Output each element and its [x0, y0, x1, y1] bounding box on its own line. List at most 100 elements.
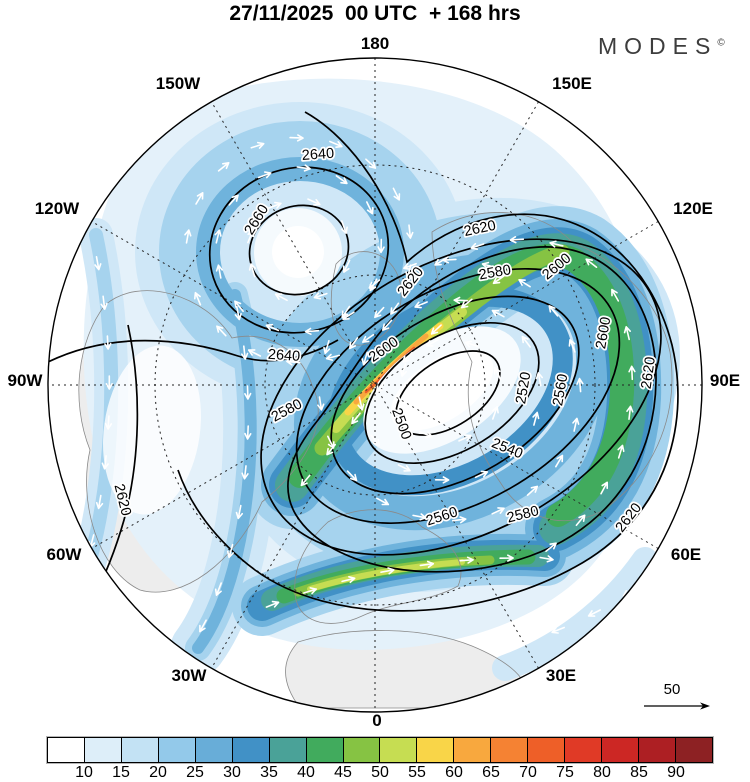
wind-arrow — [548, 305, 559, 317]
wind-arrow — [335, 175, 348, 185]
wind-arrow — [458, 434, 472, 442]
wind-arrow — [241, 345, 249, 360]
wind-arrow — [419, 560, 435, 568]
wind-scale-value: 50 — [664, 681, 681, 698]
contour-label-2640: 2640 — [301, 146, 334, 164]
longitude-label-180: 180 — [361, 34, 389, 53]
wind-arrow — [491, 406, 499, 420]
wind-scale-legend: 50 — [644, 681, 710, 710]
wind-arrow — [397, 464, 411, 472]
modes-logo: MODES© — [598, 33, 748, 60]
wind-arrow — [274, 293, 288, 302]
colorbar-cell — [565, 738, 603, 762]
wind-arrow — [412, 513, 427, 521]
wind-arrow — [257, 171, 272, 179]
wind-arrow — [194, 291, 202, 306]
wind-arrow — [234, 300, 244, 313]
colorbar-tick-60: 60 — [445, 764, 463, 781]
wind-arrow — [459, 556, 474, 564]
colorbar-cell — [675, 738, 712, 762]
wind-arrow — [474, 470, 489, 479]
longitude-label-60E: 60E — [671, 545, 701, 564]
wind-arrow — [406, 224, 414, 239]
wind-arrow — [361, 351, 369, 366]
wind-arrow — [100, 295, 108, 310]
wind-arrow — [585, 258, 598, 268]
wind-arrow — [76, 572, 84, 587]
wind-arrow — [375, 381, 386, 393]
wind-arrow — [235, 504, 243, 520]
wind-arrow — [419, 431, 433, 439]
wind-arrow — [399, 362, 407, 377]
longitude-label-60W: 60W — [47, 545, 83, 564]
wind-arrow — [491, 507, 505, 515]
colorbar-cell — [528, 738, 566, 762]
colorbar-tick-40: 40 — [297, 764, 315, 781]
colorbar-tick-35: 35 — [260, 764, 278, 781]
colorbar-tick-85: 85 — [630, 764, 648, 781]
colorbar-cell — [380, 738, 418, 762]
map-border — [47, 57, 703, 713]
wind-arrow — [329, 140, 343, 148]
wind-arrow — [521, 335, 531, 348]
colorbar-tick-65: 65 — [482, 764, 500, 781]
wind-arrow — [376, 497, 390, 506]
colorbar-tick-45: 45 — [334, 764, 352, 781]
wind-arrow — [214, 229, 222, 244]
wind-arrow — [402, 351, 413, 363]
wind-arrow — [452, 516, 467, 524]
wind-arrow — [392, 187, 401, 201]
wind-arrow — [405, 264, 413, 279]
wind-arrow — [195, 192, 204, 205]
wind-arrow — [549, 240, 564, 248]
wind-arrow — [382, 319, 393, 331]
colorbar-cell — [306, 738, 344, 762]
wind-arrow — [414, 301, 428, 309]
wind-arrow — [104, 335, 112, 350]
wind-arrow — [265, 323, 280, 332]
wind-arrow — [572, 417, 580, 432]
wind-arrow — [244, 425, 252, 440]
wind-arrow — [199, 619, 207, 633]
colorbar-cell — [343, 738, 381, 762]
wind-arrow — [325, 353, 340, 361]
wind-arrow — [398, 396, 406, 411]
wind-arrow — [247, 229, 255, 244]
wind-arrow — [532, 411, 540, 426]
wind-arrow — [317, 396, 325, 411]
wind-arrow — [481, 261, 496, 269]
colorbar-cell — [602, 738, 639, 762]
wind-arrow — [453, 296, 468, 304]
wind-arrow — [370, 434, 381, 447]
wind-arrow — [323, 340, 331, 355]
longitude-label-30W: 30W — [172, 666, 208, 685]
colorbar-cell — [48, 738, 85, 762]
colorbar-tick-55: 55 — [408, 764, 426, 781]
contour-label-2640: 2640 — [267, 347, 300, 365]
wind-arrow — [551, 626, 565, 634]
wind-arrow — [493, 367, 502, 381]
wind-arrow — [380, 567, 395, 575]
colorbar-tick-75: 75 — [556, 764, 574, 781]
copyright-icon: © — [717, 37, 725, 49]
wind-arrow — [286, 358, 301, 366]
wind-arrow — [357, 396, 365, 411]
height-contours — [48, 111, 679, 619]
wind-arrow — [499, 554, 514, 562]
contour-label-2620: 2620 — [639, 356, 659, 390]
wind-arrow — [587, 609, 601, 617]
longitude-label-30E: 30E — [546, 666, 576, 685]
modes-logo-text: MODES — [598, 33, 718, 59]
colorbar-cell — [639, 738, 676, 762]
wind-arrow — [101, 455, 109, 470]
wind-arrow — [390, 302, 400, 315]
wind-arrow — [214, 582, 222, 596]
wind-arrow — [623, 326, 631, 341]
wind-arrow — [509, 236, 525, 244]
contour-label-2620: 2620 — [111, 482, 134, 517]
wind-arrow — [600, 481, 608, 495]
colorbar-tick-10: 10 — [75, 764, 93, 781]
wind-arrow — [470, 242, 485, 250]
colorbar-cell — [121, 738, 159, 762]
